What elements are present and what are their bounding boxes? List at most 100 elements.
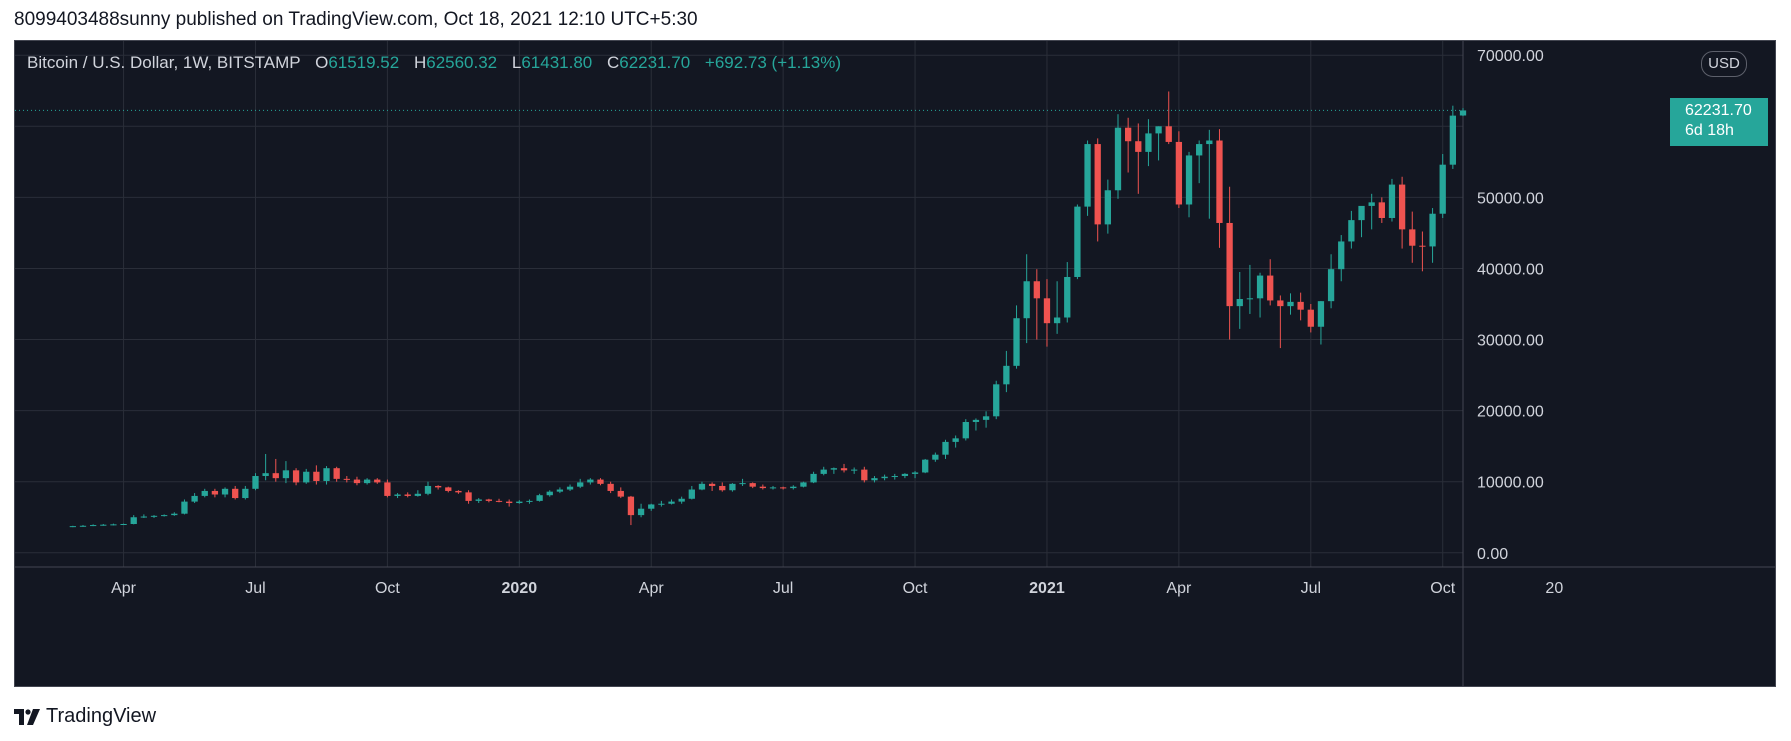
- candle-body: [272, 473, 279, 479]
- x-tick-label: Jul: [245, 580, 265, 597]
- candle-body: [566, 486, 574, 490]
- x-tick-label: Apr: [1166, 580, 1192, 597]
- change-value: +692.73 (+1.13%): [704, 53, 842, 72]
- candle-body: [434, 485, 442, 488]
- candle-body: [1449, 115, 1456, 165]
- candle-body: [140, 516, 148, 518]
- high-label: H: [413, 53, 427, 72]
- candle-body: [1277, 300, 1284, 307]
- candle-body: [445, 487, 452, 491]
- symbol-title[interactable]: Bitcoin / U.S. Dollar, 1W, BITSTAMP: [27, 53, 301, 72]
- published-by-line: 8099403488sunny published on TradingView…: [14, 9, 698, 30]
- candle-body: [942, 441, 949, 455]
- candle-body: [719, 485, 726, 491]
- candle-body: [89, 525, 97, 527]
- tradingview-brand[interactable]: TradingView: [14, 705, 156, 728]
- candle-body: [779, 487, 787, 489]
- candle-body: [1327, 269, 1335, 302]
- candle-body: [495, 500, 503, 502]
- candle-body: [414, 493, 421, 496]
- candle-body: [516, 501, 523, 504]
- last-price-value: 62231.70: [1685, 102, 1752, 120]
- tradingview-logo-icon: [14, 708, 40, 725]
- candle-body: [1064, 276, 1071, 318]
- candle-body: [911, 472, 919, 474]
- close-label: C: [606, 53, 620, 72]
- candle-body: [698, 483, 706, 490]
- price-chart[interactable]: 0.00 10000.00 20000.00 30000.00 40000.00 5000…: [15, 41, 1776, 687]
- x-tick-label: 2021: [1029, 580, 1065, 597]
- candle-body: [932, 454, 939, 460]
- candle-body: [363, 479, 371, 484]
- open-label: O: [315, 53, 329, 72]
- candle-body: [982, 416, 990, 420]
- candle-body: [1398, 184, 1406, 230]
- candle-body: [668, 501, 675, 504]
- candle-body: [607, 483, 614, 491]
- high-value: 62560.32: [426, 53, 498, 72]
- candle-body: [587, 479, 594, 483]
- candle-body: [769, 487, 777, 489]
- low-label: L: [511, 53, 522, 72]
- y-tick-label: 50000.00: [1477, 190, 1544, 207]
- candle-body: [759, 486, 766, 489]
- candle-body: [424, 485, 432, 494]
- candle-body: [475, 499, 482, 501]
- candle-body: [282, 470, 290, 479]
- candle-body: [1368, 202, 1375, 206]
- low-value: 61431.80: [521, 53, 593, 72]
- candle-body: [292, 470, 300, 483]
- candle-body: [800, 482, 807, 487]
- candle-body: [1084, 144, 1091, 207]
- open-value: 61519.52: [328, 53, 400, 72]
- candle-body: [1155, 126, 1162, 134]
- candle-body: [952, 438, 959, 442]
- y-tick-label: 20000.00: [1477, 404, 1544, 421]
- candle-body: [556, 489, 564, 492]
- candle-body: [993, 384, 1000, 417]
- last-price-tag: 62231.70 6d 18h: [1670, 98, 1768, 147]
- x-tick-label: Oct: [1430, 580, 1455, 597]
- candle-body: [1003, 365, 1010, 385]
- candle-body: [1246, 298, 1254, 300]
- candle-body: [729, 483, 736, 491]
- candle-body: [962, 421, 969, 439]
- candle-body: [871, 478, 878, 481]
- candle-body: [1256, 275, 1264, 299]
- candle-body: [1135, 141, 1142, 152]
- candle-body: [1023, 281, 1030, 319]
- candle-body: [120, 523, 127, 525]
- candle-body: [323, 468, 330, 481]
- candle-body: [1175, 141, 1183, 205]
- candle-body: [1419, 245, 1426, 247]
- candle-body: [1338, 241, 1345, 270]
- candle-body: [1185, 155, 1193, 205]
- candle-body: [1043, 298, 1051, 324]
- candle-body: [901, 473, 909, 477]
- brand-name: TradingView: [46, 705, 157, 727]
- candle-body: [617, 490, 624, 497]
- candle-body: [739, 483, 746, 485]
- candle-body: [313, 471, 320, 481]
- y-tick-label: 40000.00: [1477, 261, 1544, 278]
- candle-body: [1145, 133, 1152, 152]
- y-tick-label: 70000.00: [1477, 48, 1544, 65]
- candle-body: [810, 473, 817, 483]
- candle-body: [1074, 206, 1081, 277]
- candle-body: [1267, 275, 1274, 301]
- candle-body: [1297, 301, 1304, 310]
- candle-body: [1226, 222, 1233, 307]
- candle-body: [688, 489, 695, 499]
- candle-body: [394, 494, 401, 496]
- chart-panel[interactable]: 0.00 10000.00 20000.00 30000.00 40000.00 5000…: [14, 40, 1776, 687]
- x-tick-label: Jul: [1301, 580, 1321, 597]
- candle-body: [546, 491, 553, 496]
- candle-body: [69, 526, 76, 528]
- candle-body: [343, 478, 350, 480]
- chart-background[interactable]: [15, 41, 1776, 687]
- candle-body: [201, 490, 208, 496]
- currency-button[interactable]: USD: [1701, 51, 1747, 77]
- candle-body: [100, 524, 107, 526]
- candle-body: [1439, 164, 1446, 214]
- candle-body: [1053, 317, 1061, 324]
